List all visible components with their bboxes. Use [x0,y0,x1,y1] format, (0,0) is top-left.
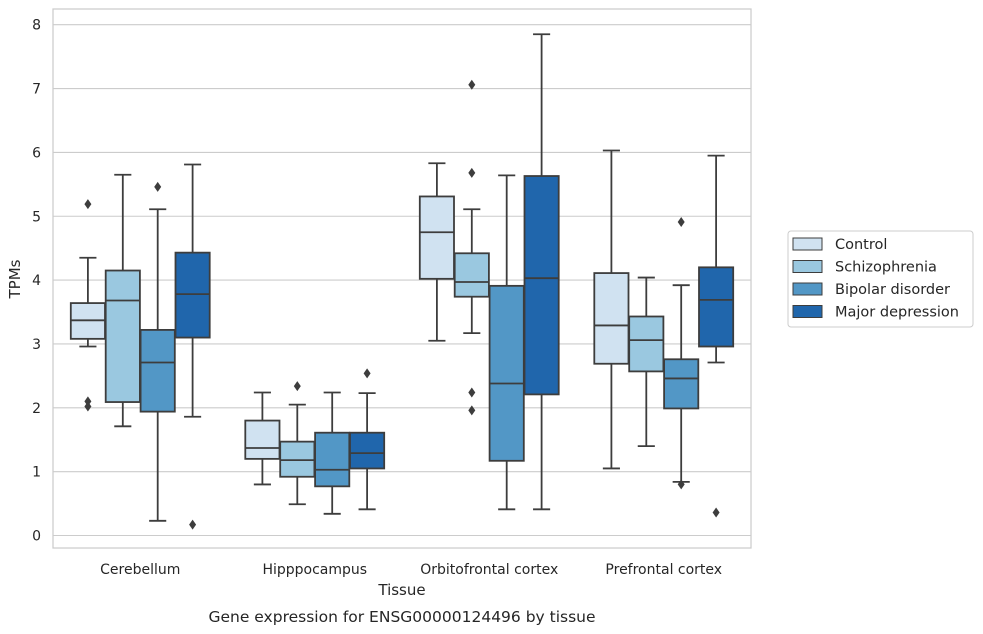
outlier-point [84,199,92,210]
box-iqr [279,440,316,478]
box-control [244,391,281,486]
y-tick-label: 6 [32,145,41,161]
box-control [69,199,106,412]
box-iqr [523,175,560,396]
box-schizophrenia [453,79,490,416]
box-iqr [418,195,455,280]
category-group [69,163,211,530]
plot-background [53,9,751,548]
category-group [418,33,560,511]
legend: Control Schizophrenia Bipolar disorder Majo… [787,230,974,328]
legend-swatch [792,237,823,251]
y-tick-labels: 0 1 2 3 4 5 6 7 8 [32,18,41,545]
legend-frame [787,230,974,328]
outlier-point [154,181,162,192]
y-tick-label: 3 [32,337,41,353]
legend-label: Bipolar disorder [835,282,950,298]
x-tick-label: Orbitofrontal cortex [420,562,558,578]
box-bipolar-disorder [488,174,525,511]
category-group [244,368,386,515]
x-axis-title: Tissue [377,581,425,599]
outlier-point [189,519,197,530]
chart-caption: Gene expression for ENSG00000124496 by t… [208,608,595,626]
box-iqr [349,431,386,470]
box-iqr [174,251,211,339]
y-tick-label: 1 [32,465,41,481]
box-iqr [453,252,490,298]
box-bipolar-disorder [663,216,700,490]
box-iqr [104,269,141,403]
plot-frame [52,8,752,549]
legend-swatch [792,305,823,318]
legend-label: Major depression [835,305,959,321]
outlier-point [468,405,476,416]
box-major-depression [349,368,386,511]
legend-label: Control [835,237,887,253]
outlier-point [363,368,371,379]
box-iqr [593,272,630,365]
outlier-point [84,396,92,407]
outlier-point [468,387,476,398]
outlier-point [468,167,476,178]
y-tick-label: 7 [32,82,41,98]
box-iqr [628,315,665,373]
box-bipolar-disorder [139,181,176,522]
box-schizophrenia [104,173,141,428]
legend-swatch [792,260,823,273]
box-iqr [663,358,700,410]
x-tick-label: Cerebellum [100,562,180,578]
outlier-point [468,79,476,90]
outlier-point [712,507,720,518]
legend-swatch [792,282,823,296]
box-major-depression [523,33,560,511]
y-tick-label: 2 [32,401,41,417]
outlier-point [677,479,685,490]
x-tick-label: Prefrontal cortex [605,562,722,578]
outlier-point [677,216,685,227]
y-axis-title: TPMs [6,259,24,299]
box-control [593,149,630,470]
box-bipolar-disorder [314,391,351,515]
x-tick-label: Hipppocampus [262,562,367,578]
box-iqr [698,266,735,348]
box-major-depression [698,154,735,518]
box-iqr [314,431,351,488]
outlier-point [293,381,301,392]
legend-label: Schizophrenia [835,260,937,276]
box-iqr [244,419,281,460]
box-schizophrenia [628,276,665,448]
box-iqr [139,329,176,413]
x-tick-labels: Cerebellum Hipppocampus Orbitofrontal cort… [100,562,722,578]
box-control [418,162,455,342]
y-tick-label: 4 [32,273,41,289]
box-groups [69,33,735,530]
y-tick-label: 8 [32,18,41,34]
y-tick-label: 0 [32,529,41,545]
box-major-depression [174,163,211,530]
y-tick-label: 5 [32,209,41,225]
category-group [593,149,735,518]
outlier-point [84,401,92,412]
box-iqr [488,284,525,462]
